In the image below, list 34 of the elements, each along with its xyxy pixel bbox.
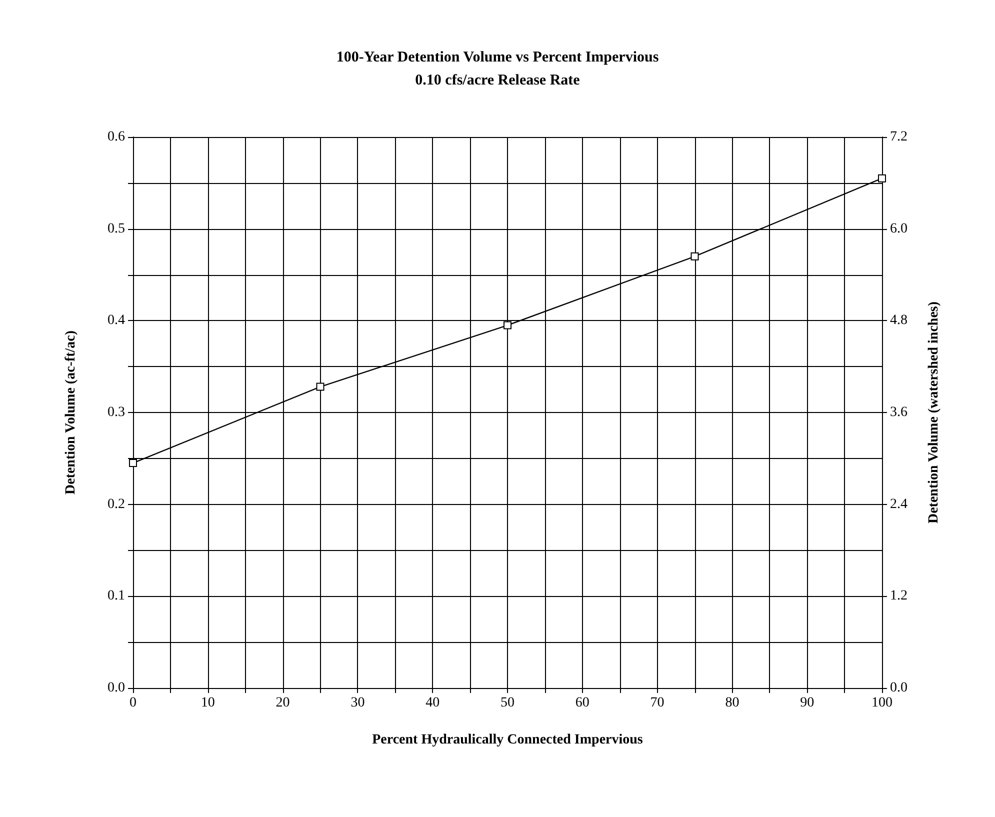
x-tick-label: 10 <box>200 696 215 710</box>
y2-tick-label: 7.2 <box>890 130 908 144</box>
y-tick-label: 0.1 <box>108 588 125 604</box>
x-tick-label: 40 <box>426 696 440 710</box>
y-tick-label: 0.3 <box>108 405 125 420</box>
y2-tick-label: 2.4 <box>890 496 908 512</box>
x-tick-label: 30 <box>350 696 365 710</box>
y-tick-label: 0.6 <box>108 130 125 144</box>
y2-tick-label: 0.0 <box>890 680 908 696</box>
x-tick-label: 70 <box>650 696 664 710</box>
y-tick-label: 0.0 <box>108 680 125 696</box>
x-tick-label: 100 <box>872 696 892 710</box>
y2-tick-label: 6.0 <box>890 221 908 236</box>
chart-subtitle: 0.10 cfs/acre Release Rate <box>415 72 580 88</box>
y-tick-label: 0.4 <box>108 313 125 328</box>
x-tick-label: 50 <box>500 696 514 710</box>
x-tick-label: 0 <box>130 696 136 710</box>
chart-title: 100-Year Detention Volume vs Percent Impervious <box>336 50 659 66</box>
y2-tick-label: 4.8 <box>890 313 908 328</box>
y2-tick-label: 3.6 <box>890 405 908 420</box>
point <box>878 174 886 182</box>
x-axis-title: Percent Hydraulically Connected Impervious <box>372 732 644 748</box>
y-tick-label: 0.5 <box>108 221 125 236</box>
x-tick-label: 90 <box>800 696 814 710</box>
y-tick-label: 0.2 <box>108 496 125 512</box>
x-tick-label: 80 <box>725 696 740 710</box>
point <box>316 382 324 391</box>
point <box>504 321 512 330</box>
y2-tick-label: 1.2 <box>890 588 908 604</box>
x-tick-label: 60 <box>575 696 590 710</box>
x-tick-label: 20 <box>276 696 290 710</box>
y2-axis-title: Detention Volume (watershed inches) <box>926 301 942 524</box>
point <box>690 252 699 260</box>
y-axis-title: Detention Volume (ac-ft/ac) <box>64 330 78 495</box>
